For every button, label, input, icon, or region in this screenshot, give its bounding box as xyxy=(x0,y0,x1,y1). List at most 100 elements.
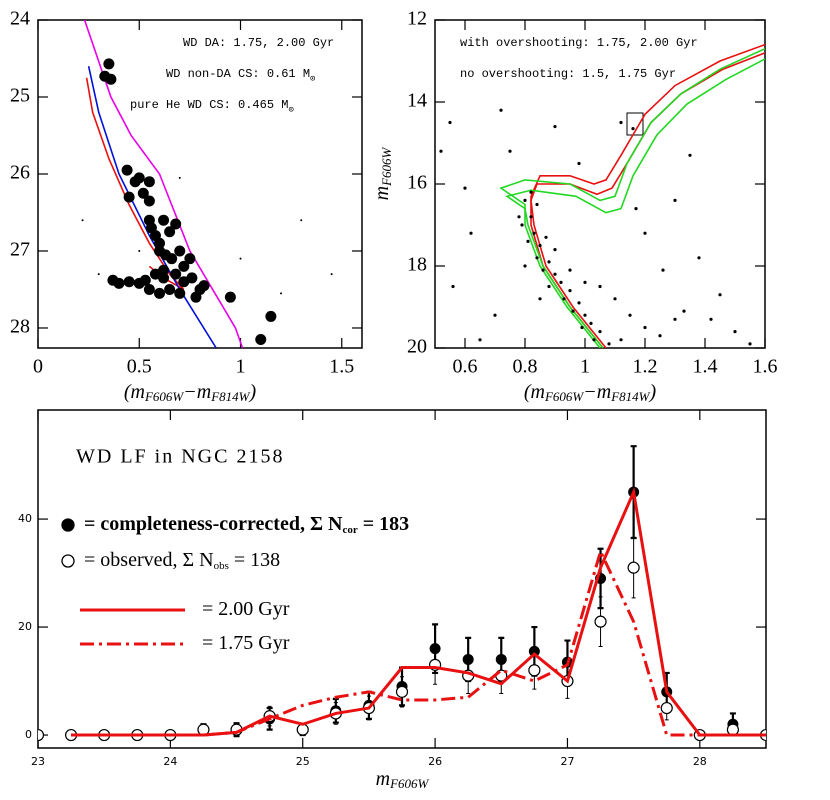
data-point xyxy=(733,330,737,334)
data-point xyxy=(643,231,647,235)
subscript: F814W xyxy=(210,389,250,404)
data-point xyxy=(330,273,333,276)
data-point xyxy=(158,264,170,276)
data-point xyxy=(697,256,701,260)
y-tick-label: 26 xyxy=(10,162,30,184)
data-point xyxy=(541,268,545,272)
data-point xyxy=(138,249,141,252)
legend-swatch xyxy=(61,518,75,532)
data-point xyxy=(627,561,640,574)
data-point xyxy=(592,338,596,342)
x-tick-label: 0.8 xyxy=(513,356,538,378)
data-point xyxy=(568,268,572,272)
text-part: WD DA: 1.75, 2.00 Gyr xyxy=(183,36,334,50)
data-point xyxy=(517,215,521,219)
data-point xyxy=(538,243,542,248)
subscript: F814W xyxy=(610,389,650,404)
legend-label: WD non-DA CS: 0.61 M⊙ xyxy=(166,67,315,84)
legend-swatch xyxy=(61,554,75,568)
data-point xyxy=(748,342,752,346)
data-point xyxy=(190,291,202,303)
subscript: cor xyxy=(342,524,357,536)
data-point xyxy=(544,235,548,239)
x-tick-label: 1 xyxy=(236,356,246,378)
data-point xyxy=(186,272,198,284)
data-point xyxy=(97,273,100,276)
plot-area xyxy=(439,43,765,348)
series-line xyxy=(499,47,765,348)
x-tick-label: 1.2 xyxy=(633,356,658,378)
data-point xyxy=(38,728,45,742)
data-point xyxy=(577,161,581,166)
data-point xyxy=(174,287,186,299)
y-tick-label: 24 xyxy=(10,8,30,30)
legend-label: WD DA: 1.75, 2.00 Gyr xyxy=(183,36,334,50)
data-point xyxy=(113,277,125,289)
data-point xyxy=(143,176,155,188)
data-point xyxy=(296,723,309,736)
legend-label: no overshooting: 1.5, 1.75 Gyr xyxy=(460,67,676,81)
plot-area xyxy=(81,20,333,348)
data-point xyxy=(535,202,539,207)
data-point xyxy=(448,120,452,125)
data-point xyxy=(103,58,115,70)
y-tick-label: 28 xyxy=(10,316,30,338)
data-point xyxy=(589,321,593,325)
data-point xyxy=(133,172,145,184)
text-part: m xyxy=(376,768,390,790)
legend-label: = 2.00 Gyr xyxy=(202,598,290,620)
legend-label: = 1.75 Gyr xyxy=(202,632,290,654)
x-tick-label: 1.4 xyxy=(693,356,718,378)
data-point xyxy=(553,272,557,276)
data-point xyxy=(154,237,165,249)
subscript: ⊙ xyxy=(310,74,315,84)
data-point xyxy=(123,191,135,203)
data-point xyxy=(164,226,176,238)
x-axis-label: (mF606W−mF814W) xyxy=(524,381,657,404)
x-tick-label: 26 xyxy=(428,755,442,768)
data-point xyxy=(526,239,530,243)
data-point xyxy=(395,685,409,698)
y-tick-label: 20 xyxy=(18,620,32,633)
x-tick-label: 1.5 xyxy=(329,356,354,378)
text-part: ) xyxy=(248,381,256,403)
text-part: = 183 xyxy=(358,513,409,535)
data-point xyxy=(661,268,665,272)
data-point xyxy=(280,292,282,295)
y-tick-label: 20 xyxy=(407,336,427,358)
data-point xyxy=(673,317,677,321)
data-point xyxy=(583,313,587,317)
data-point xyxy=(688,153,692,157)
data-point xyxy=(628,313,632,317)
data-point xyxy=(673,198,677,202)
chart-title: WD LF in NGC 2158 xyxy=(76,446,284,468)
x-tick-label: 0 xyxy=(33,356,43,378)
data-point xyxy=(547,260,551,264)
x-axis-label: mF606W xyxy=(376,768,430,791)
data-point xyxy=(631,127,635,131)
data-point xyxy=(619,338,623,342)
data-point xyxy=(562,297,566,301)
y-tick-label: 25 xyxy=(10,85,30,107)
data-point xyxy=(658,334,662,338)
subscript: F606W xyxy=(144,389,184,404)
data-point xyxy=(520,223,524,227)
data-point xyxy=(158,272,170,284)
data-point xyxy=(538,297,542,301)
x-axis-label: (mF606W−mF814W) xyxy=(124,381,257,404)
y-tick-label: 12 xyxy=(407,8,427,30)
data-point xyxy=(81,219,84,222)
data-point xyxy=(523,198,527,202)
text-part: = observed, Σ N xyxy=(84,549,214,571)
text-part: −m xyxy=(583,381,611,403)
series-line xyxy=(85,77,185,291)
text-part: = 1.75 Gyr xyxy=(202,632,290,654)
data-point xyxy=(184,253,196,265)
text-part: m xyxy=(371,186,393,200)
legend-label: = observed, Σ Nobs = 138 xyxy=(84,549,280,572)
data-point xyxy=(469,231,473,235)
data-point xyxy=(547,284,551,289)
data-point xyxy=(158,292,161,295)
text-part: (m xyxy=(124,381,145,403)
